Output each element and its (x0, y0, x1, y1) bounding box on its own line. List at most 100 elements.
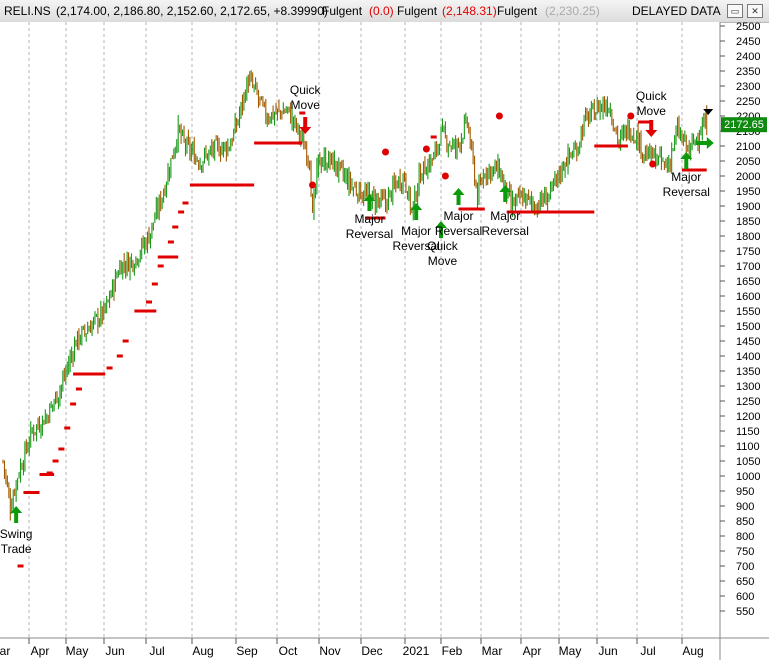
annotation-line: Move (427, 254, 458, 268)
y-tick-label: 1700 (736, 261, 760, 273)
stop-mark (146, 300, 152, 304)
stop-mark (172, 225, 179, 229)
annotation-line: Reversal (662, 185, 710, 199)
indicator-1-value: (0.0) (369, 4, 394, 18)
x-tick-label: Feb (442, 644, 463, 658)
x-tick-label: ar (0, 644, 10, 658)
signal-arrow-up (435, 221, 447, 238)
signal-dot (649, 160, 657, 168)
grid (28, 22, 683, 638)
annotation-line: Major (671, 170, 702, 184)
signal-dot (422, 145, 430, 153)
annotation-line: Reversal (392, 239, 440, 253)
y-tick-label: 1250 (736, 396, 760, 408)
y-tick-label: 1850 (736, 216, 760, 228)
annotation-label: Major Reversal (341, 212, 397, 242)
annotation-line: Major (354, 212, 385, 226)
y-tick-label: 1800 (736, 231, 760, 243)
signal-dot (441, 172, 449, 180)
x-tick-label: Apr (523, 644, 542, 658)
restore-button[interactable]: ▭ (727, 4, 743, 18)
signal-dot (382, 148, 390, 156)
stop-mark (178, 210, 185, 214)
annotation-label: Major Reversal (477, 209, 533, 239)
indicator-3-value: (2,230.25) (545, 4, 600, 18)
signal-arrow-up (680, 152, 693, 169)
y-tick-label: 550 (736, 606, 754, 618)
annotation-label: Swing Trade (0, 527, 44, 557)
annotation-label: Quick Move (277, 83, 333, 113)
x-tick-label: Oct (279, 644, 298, 658)
ohlc-values: (2,174.00, 2,186.80, 2,152.60, 2,172.65,… (56, 4, 328, 18)
y-tick-label: 1950 (736, 186, 760, 198)
y-tick-label: 2050 (736, 156, 760, 168)
x-tick-label: 2021 (403, 644, 430, 658)
signal-arrow-down (645, 120, 658, 137)
stop-mark (52, 459, 59, 463)
indicator-3-name: Fulgent (497, 4, 538, 18)
price-chart[interactable]: 550 600 650 700 750 800 850 900 950 1000 1050 1100 1… (0, 22, 769, 660)
y-tick-label: 1900 (736, 201, 760, 213)
y-tick-label: 1400 (736, 351, 760, 363)
stop-mark (299, 111, 306, 115)
y-tick-label: 1150 (736, 426, 760, 438)
x-tick-label: Jul (149, 644, 164, 658)
title-bar: RELI.NS (2,174.00, 2,186.80, 2,152.60, 2… (0, 0, 769, 23)
annotation-line: Major (443, 209, 474, 223)
y-tick-label: 700 (736, 561, 754, 573)
y-tick-label: 950 (736, 486, 754, 498)
last-price-label: 2172.65 (724, 119, 764, 131)
signal-dots (309, 112, 657, 189)
close-button[interactable]: ✕ (747, 4, 763, 18)
y-tick-label: 1300 (736, 381, 760, 393)
y-tick-label: 800 (736, 531, 754, 543)
x-tick-label: Jun (105, 644, 124, 658)
y-tick-label: 850 (736, 516, 754, 528)
x-axis: ar Apr May Jun Jul Aug Sep Oct Nov Dec 2021 Feb Mar A… (0, 638, 704, 658)
indicator-2-value: (2,148.31) (442, 4, 497, 18)
signal-dot (495, 112, 503, 120)
trailing-stops (17, 111, 707, 568)
signal-arrow-down (299, 117, 312, 134)
y-tick-label: 2350 (736, 66, 760, 78)
stop-mark (167, 240, 174, 244)
y-tick-label: 2500 (736, 22, 760, 33)
annotation-line: Trade (0, 542, 32, 556)
stop-mark (122, 339, 129, 343)
x-tick-label: Aug (192, 644, 213, 658)
x-tick-label: Nov (319, 644, 340, 658)
y-tick-label: 2400 (736, 51, 760, 63)
stop-mark (106, 366, 113, 370)
y-tick-label: 1050 (736, 456, 760, 468)
x-tick-label: Dec (361, 644, 382, 658)
top-marker (703, 109, 714, 115)
candles (2, 70, 708, 521)
signal-arrow-up (363, 194, 376, 211)
annotation-label: Major Reversal (658, 170, 714, 200)
signal-arrow-right (695, 137, 714, 149)
y-tick-label: 2300 (736, 81, 760, 93)
indicator-2-name: Fulgent (397, 4, 438, 18)
x-tick-label: Sep (236, 644, 258, 658)
annotation-line: Move (636, 104, 666, 118)
indicator-1-name: Fulgent (322, 4, 363, 18)
last-price-badge: 2172.65 (721, 117, 767, 133)
y-axis: 550 600 650 700 750 800 850 900 950 1000 1050 1100 1… (720, 22, 760, 618)
y-tick-label: 1750 (736, 246, 760, 258)
y-tick-label: 900 (736, 501, 754, 513)
signal-dot (309, 181, 317, 189)
y-tick-label: 1650 (736, 276, 760, 288)
annotation-label: Quick Move (623, 89, 679, 119)
y-tick-label: 750 (736, 546, 754, 558)
stop-mark (151, 282, 158, 286)
stop-mark (430, 135, 437, 139)
annotation-line: Reversal (345, 227, 394, 241)
signal-dot (627, 112, 635, 120)
stop-mark (17, 564, 24, 568)
y-tick-label: 650 (736, 576, 754, 588)
stop-mark (116, 354, 123, 358)
stop-mark (182, 201, 189, 205)
x-tick-label: Jul (640, 644, 655, 658)
y-tick-label: 2450 (736, 36, 760, 48)
y-tick-label: 1600 (736, 291, 760, 303)
